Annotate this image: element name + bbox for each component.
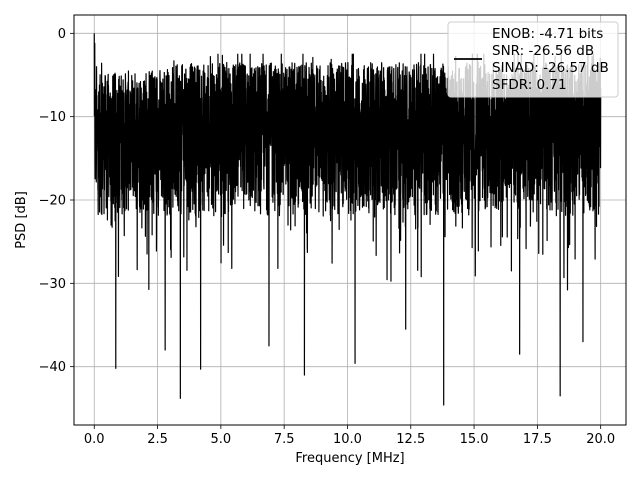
x-tick-label: 17.5 bbox=[523, 432, 552, 447]
y-tick-label: −10 bbox=[39, 110, 66, 125]
x-tick-label: 20.0 bbox=[586, 432, 615, 447]
x-tick-label: 2.5 bbox=[147, 432, 168, 447]
y-axis: 0 −10 −20 −30 −40 bbox=[39, 27, 74, 375]
legend-entry-snr: SNR: -26.56 dB bbox=[492, 43, 594, 59]
x-tick-label: 7.5 bbox=[274, 432, 295, 447]
psd-trace bbox=[93, 33, 602, 406]
data-series bbox=[93, 33, 602, 406]
x-tick-label: 12.5 bbox=[396, 432, 425, 447]
plot-frame bbox=[73, 14, 627, 426]
y-tick-label: −40 bbox=[39, 360, 66, 375]
x-tick-label: 10.0 bbox=[333, 432, 362, 447]
legend-box bbox=[447, 21, 619, 98]
legend: ENOB: -4.71 bits SNR: -26.56 dB SINAD: -… bbox=[447, 21, 619, 98]
x-tick-label: 5.0 bbox=[211, 432, 232, 447]
y-tick-label: −20 bbox=[39, 194, 66, 209]
legend-entry-sfdr: SFDR: 0.71 bbox=[492, 77, 567, 93]
y-axis-label: PSD [dB] bbox=[14, 191, 29, 249]
y-tick-label: 0 bbox=[58, 27, 66, 42]
legend-entry-enob: ENOB: -4.71 bits bbox=[492, 26, 603, 42]
y-tick-label: −30 bbox=[39, 277, 66, 292]
x-tick-label: 15.0 bbox=[460, 432, 489, 447]
x-axis-label: Frequency [MHz] bbox=[295, 451, 404, 466]
x-tick-label: 0.0 bbox=[84, 432, 105, 447]
x-axis: 0.0 2.5 5.0 7.5 10.0 12.5 15.0 17.5 20.0 bbox=[84, 425, 615, 447]
legend-entry-sinad: SINAD: -26.57 dB bbox=[492, 60, 609, 76]
